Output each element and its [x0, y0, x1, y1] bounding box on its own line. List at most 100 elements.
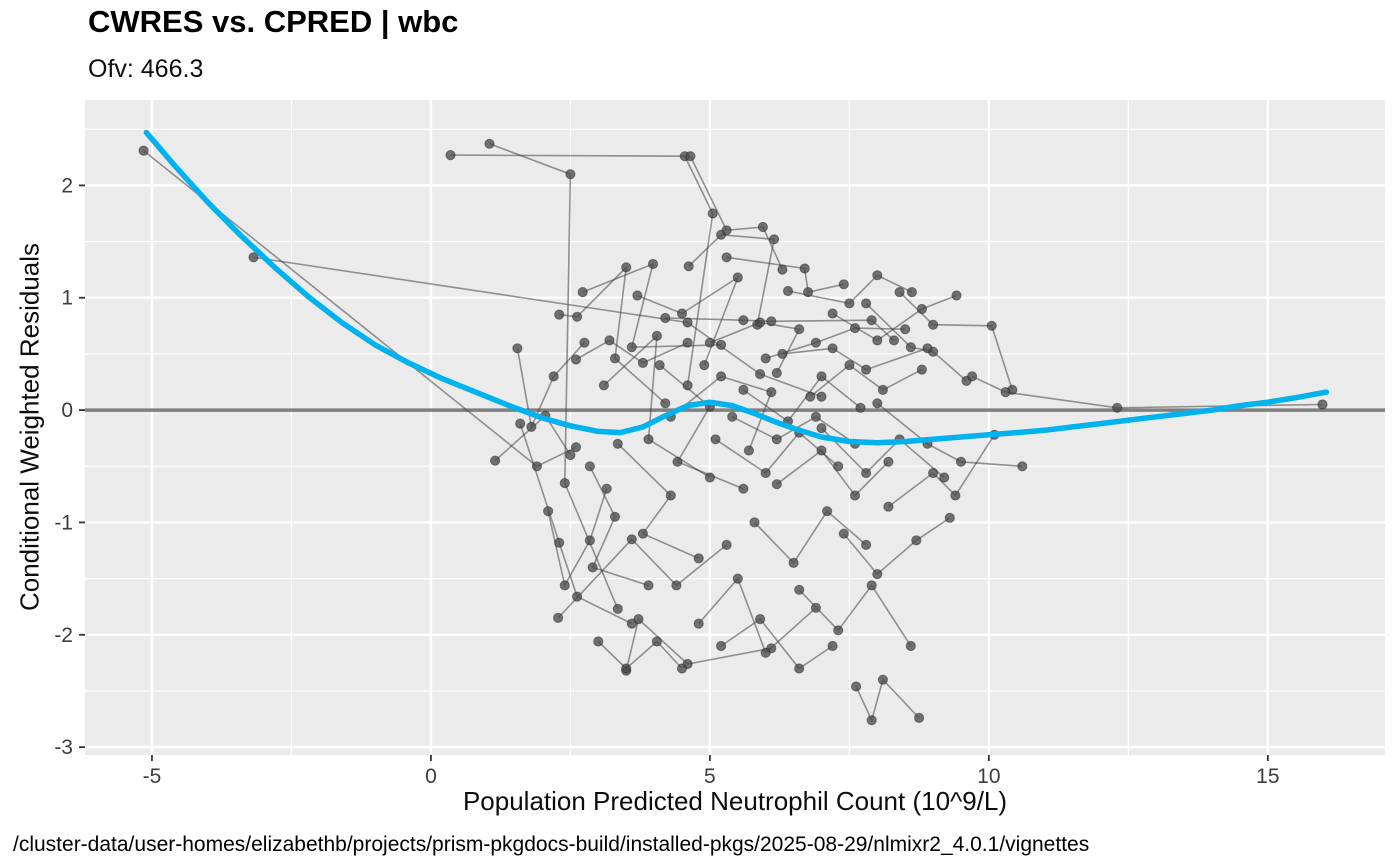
data-point	[827, 640, 838, 652]
data-point	[749, 517, 760, 528]
data-point	[609, 353, 621, 364]
data-point	[816, 445, 827, 456]
subject-line	[519, 423, 633, 625]
subject-line	[698, 577, 817, 655]
data-point	[587, 562, 598, 573]
data-point	[716, 640, 727, 652]
data-point	[651, 330, 663, 341]
data-point	[738, 315, 749, 326]
data-point	[771, 479, 782, 490]
data-point	[593, 636, 604, 647]
data-point	[683, 261, 694, 272]
data-point	[548, 371, 559, 382]
subject-line	[597, 640, 683, 670]
subject-line	[720, 618, 834, 670]
data-point	[1000, 387, 1011, 398]
data-point	[851, 681, 862, 692]
subject-line	[688, 233, 776, 325]
data-point	[894, 287, 905, 298]
data-point	[559, 580, 570, 591]
data-point	[660, 398, 671, 409]
data-point	[928, 467, 939, 479]
data-point	[928, 319, 939, 330]
subject-line	[589, 465, 649, 587]
data-point	[922, 343, 933, 354]
data-point	[794, 324, 805, 335]
data-point	[914, 712, 925, 724]
data-point	[676, 308, 688, 319]
data-point	[950, 490, 961, 501]
data-point	[760, 647, 771, 658]
data-point	[872, 569, 883, 580]
data-point	[838, 279, 849, 290]
data-point	[777, 264, 788, 275]
subject-line	[726, 256, 844, 294]
data-point	[755, 369, 766, 380]
data-point	[877, 674, 889, 685]
subject-line	[516, 342, 585, 430]
data-point	[526, 421, 537, 432]
data-point	[911, 535, 922, 546]
subject-line	[809, 364, 923, 398]
data-point	[782, 285, 794, 297]
data-point	[883, 456, 894, 467]
data-point	[939, 472, 950, 483]
data-point	[671, 580, 682, 591]
data-point	[637, 528, 649, 539]
data-point	[693, 618, 704, 629]
data-point	[672, 456, 683, 467]
data-point	[855, 402, 866, 413]
data-point	[877, 384, 889, 395]
data-point	[967, 371, 978, 382]
data-point	[626, 342, 637, 353]
subject-line	[575, 339, 688, 364]
data-point	[810, 602, 822, 613]
data-point	[906, 287, 918, 298]
chart-title: CWRES vs. CPRED | wbc	[88, 4, 459, 39]
file-path-caption: /cluster-data/user-homes/elizabethb/proj…	[13, 833, 1090, 856]
data-point	[861, 364, 872, 375]
data-point	[732, 573, 743, 584]
data-point	[682, 337, 693, 348]
data-point	[794, 663, 805, 674]
data-point	[833, 625, 844, 636]
data-point	[554, 537, 565, 548]
data-point	[816, 391, 827, 402]
subject-line	[782, 347, 928, 371]
data-point	[816, 371, 827, 382]
data-point	[637, 357, 649, 368]
data-point	[777, 348, 788, 359]
x-tick-label: -5	[143, 765, 162, 788]
data-point	[570, 442, 582, 453]
data-point	[654, 360, 665, 371]
data-point	[788, 557, 799, 569]
data-point	[905, 342, 916, 353]
data-point	[626, 534, 637, 545]
data-point	[445, 150, 456, 161]
data-point	[861, 539, 872, 551]
subject-line	[689, 155, 784, 270]
data-point	[849, 490, 861, 501]
data-point	[710, 434, 721, 445]
data-point	[584, 535, 596, 546]
x-tick-label: 15	[1256, 765, 1279, 788]
data-point	[900, 324, 911, 335]
data-point	[572, 311, 583, 322]
data-point	[757, 221, 769, 233]
y-tick-label: -3	[54, 736, 73, 759]
data-point	[612, 603, 623, 615]
data-point	[866, 580, 877, 591]
data-point	[612, 438, 623, 449]
chart-subtitle: Ofv: 466.3	[88, 55, 204, 83]
data-point	[543, 506, 554, 517]
subject-line	[637, 275, 740, 366]
loess-curve	[143, 129, 1330, 446]
data-point	[810, 337, 822, 348]
data-point	[570, 354, 582, 365]
data-point	[738, 483, 749, 494]
data-point	[676, 663, 688, 674]
subject-line	[670, 375, 773, 451]
data-point	[515, 418, 526, 429]
y-tick-label: -2	[54, 624, 73, 647]
